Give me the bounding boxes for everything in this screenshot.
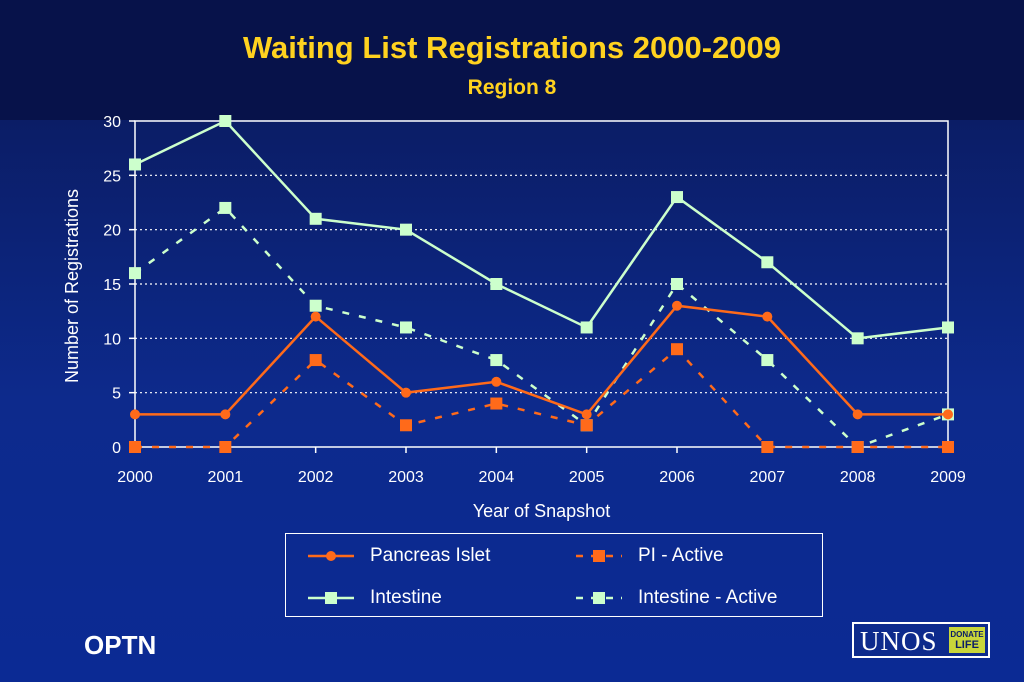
y-tick-label: 20 [103, 223, 121, 240]
data-point [400, 419, 412, 432]
y-axis-label: Number of Registrations [62, 189, 82, 383]
data-point [672, 300, 682, 311]
data-point [129, 441, 141, 453]
unos-logo: UNOS DONATE LIFE [852, 622, 990, 658]
donate-life-badge: DONATE LIFE [949, 627, 985, 653]
series-pi-active [129, 343, 954, 453]
slide-title: Waiting List Registrations 2000-2009 [242, 30, 782, 65]
legend-label-intestine-active: Intestine - Active [638, 587, 778, 608]
data-point [942, 441, 954, 453]
data-point [400, 321, 412, 334]
data-point [851, 332, 864, 345]
series-line-pancreas-islet [135, 304, 948, 416]
logo-text: UNOS [860, 626, 938, 656]
data-point [761, 354, 774, 367]
data-point [401, 387, 411, 398]
optn-footer: OPTN [84, 630, 157, 660]
data-point [129, 158, 141, 171]
y-tick-label: 30 [103, 114, 121, 131]
series-pancreas-islet [130, 300, 953, 420]
series-line-pi-active [135, 347, 948, 449]
data-point [671, 191, 683, 204]
x-tick-label: 2005 [569, 469, 605, 486]
axes: 0 5 10 15 20 25 30 2000 2001 2002 2003 2004 2005 2006… [103, 114, 966, 486]
data-point [309, 299, 322, 312]
chart-legend: Pancreas Islet PI - Active Intestine Int… [285, 533, 823, 617]
x-tick-label: 2004 [479, 469, 515, 486]
title-band [0, 0, 1024, 120]
data-point [309, 212, 322, 225]
x-tick-label: 2000 [117, 469, 153, 486]
data-point [130, 409, 140, 420]
series-intestine [129, 115, 954, 345]
y-tick-label: 0 [112, 440, 121, 457]
x-tick-label: 2007 [750, 469, 786, 486]
data-point [580, 321, 593, 334]
badge-top-text: DONATE [950, 630, 984, 639]
data-point [490, 278, 503, 290]
x-tick-label: 2002 [298, 469, 334, 486]
legend-swatch-pi-active [576, 550, 622, 562]
legend-label-intestine: Intestine [370, 587, 442, 608]
data-point [851, 441, 864, 453]
data-point [942, 321, 954, 334]
series-layer [129, 115, 954, 453]
y-tick-label: 5 [112, 386, 121, 403]
data-point [129, 267, 141, 280]
data-point [581, 409, 592, 420]
data-point [490, 354, 503, 367]
data-point [309, 354, 322, 367]
legend-label-pi-active: PI - Active [638, 545, 724, 566]
data-point [310, 311, 321, 322]
data-point [761, 441, 774, 453]
data-point [219, 441, 232, 453]
data-point [580, 419, 593, 432]
data-point [220, 409, 231, 420]
x-tick-label: 2003 [388, 469, 424, 486]
data-point [852, 409, 863, 420]
y-tick-label: 25 [103, 168, 121, 185]
x-tick-label: 2001 [208, 469, 244, 486]
data-point [671, 343, 683, 356]
x-tick-label: 2009 [930, 469, 966, 486]
slide-subtitle: Region 8 [467, 76, 557, 99]
data-point [761, 256, 774, 269]
data-point [671, 278, 683, 290]
data-point [762, 311, 773, 322]
legend-swatch-pancreas-islet [308, 551, 354, 561]
y-tick-label: 10 [103, 331, 121, 348]
series-line-intestine [134, 119, 949, 340]
x-tick-label: 2006 [659, 469, 695, 486]
data-point [219, 201, 232, 214]
data-point [491, 376, 502, 387]
y-tick-label: 15 [103, 277, 121, 294]
x-axis-label: Year of Snapshot [473, 501, 610, 521]
data-point [490, 397, 503, 410]
data-point [219, 115, 232, 127]
badge-bottom-text: LIFE [955, 639, 979, 651]
legend-swatch-intestine-active [576, 592, 622, 604]
x-tick-label: 2008 [840, 469, 876, 486]
legend-label-pancreas-islet: Pancreas Islet [370, 545, 491, 566]
series-line-intestine-active [134, 206, 949, 449]
grid-lines [135, 174, 948, 394]
data-point [400, 223, 412, 236]
legend-swatch-intestine [308, 592, 354, 604]
series-intestine-active [129, 201, 954, 453]
data-point [943, 409, 953, 420]
